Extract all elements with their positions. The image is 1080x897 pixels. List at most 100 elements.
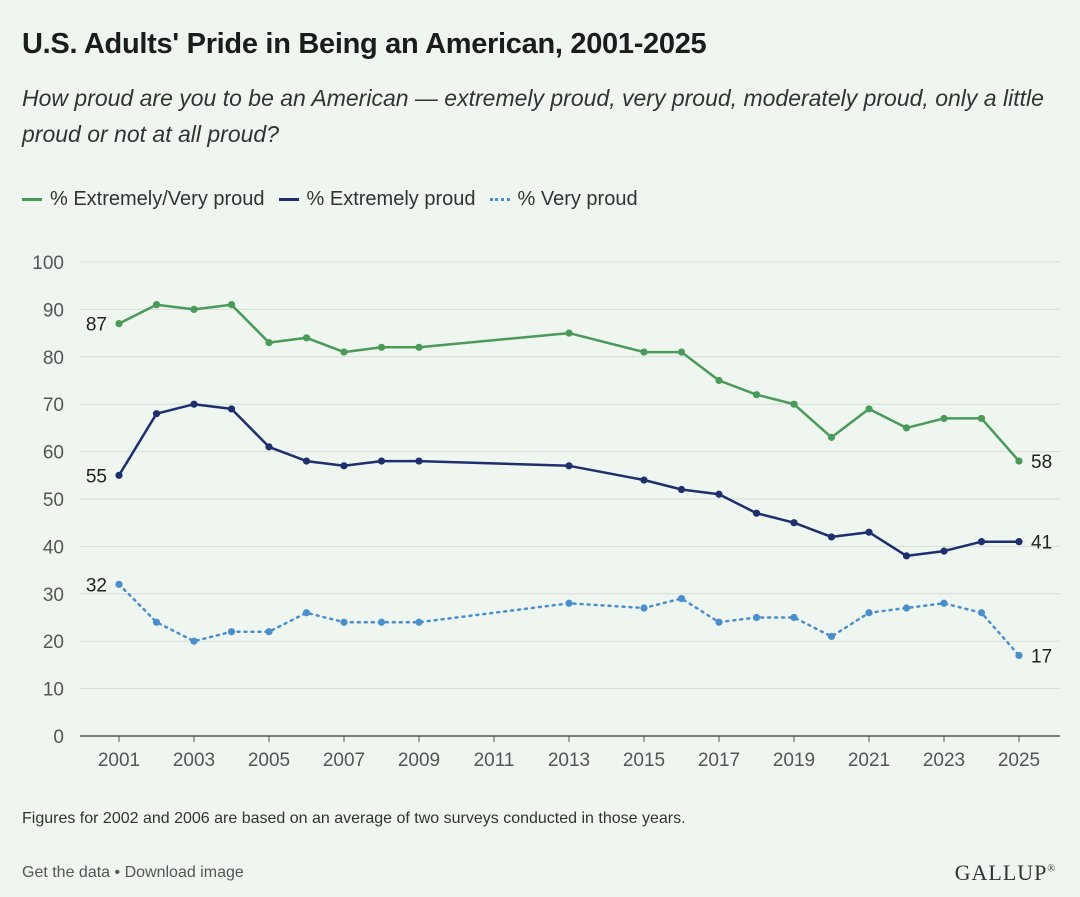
data-point-extremely-very-proud [902,424,911,432]
data-point-extremely-very-proud [640,348,648,356]
data-point-very-proud [152,618,161,626]
legend-label-very-proud: % Very proud [517,188,638,210]
data-point-very-proud [377,618,386,626]
data-point-extremely-proud [865,528,873,536]
chart-subtitle: How proud are you to be an American — ex… [22,85,1044,147]
start-label-extremely-very-proud: 87 [86,315,107,336]
x-tick-label: 2015 [623,750,665,771]
data-point-extremely-proud [902,552,911,560]
gallup-logo: GALLUP® [955,860,1056,886]
y-tick-label: 20 [43,632,64,653]
data-point-extremely-proud [940,547,948,555]
data-point-very-proud [302,609,311,617]
x-tick-label: 2009 [398,750,440,771]
x-tick-label: 2007 [323,750,365,771]
data-point-extremely-very-proud [827,433,836,441]
y-tick-label: 100 [32,253,64,274]
data-point-extremely-proud [152,410,161,418]
y-axis-ticks: 0 10 20 30 40 50 60 70 80 90 100 [32,253,64,748]
data-point-extremely-very-proud [1015,457,1023,465]
data-point-very-proud [190,637,198,645]
y-tick-label: 80 [43,348,64,369]
data-point-extremely-very-proud [152,301,161,309]
end-label-very-proud: 17 [1031,646,1052,667]
data-point-extremely-proud [377,457,386,465]
data-point-extremely-very-proud [377,343,386,351]
data-point-very-proud [677,594,686,603]
data-point-very-proud [715,618,723,626]
data-point-very-proud [790,613,798,622]
y-tick-label: 60 [43,443,64,464]
data-point-very-proud [227,628,236,636]
legend-item-very-proud: % Very proud [489,188,638,211]
data-point-extremely-proud [340,462,348,470]
x-tick-label: 2025 [998,750,1040,771]
chart-legend: % Extremely/Very proud % Extremely proud… [22,188,652,211]
series-line-extremely-very-proud [117,303,1021,463]
grid-lines [80,261,1060,737]
legend-swatch-extremely-proud [278,198,299,201]
y-tick-label: 0 [53,727,64,748]
legend-swatch-very-proud [489,198,510,201]
data-point-extremely-very-proud [227,301,236,309]
data-point-very-proud [1015,651,1023,660]
chart-series [115,301,1023,660]
y-tick-label: 70 [43,395,64,416]
x-tick-label: 2005 [248,750,290,771]
data-point-extremely-very-proud [752,391,761,399]
y-tick-label: 50 [43,490,64,511]
data-point-extremely-proud [640,476,648,484]
data-point-extremely-proud [715,490,723,498]
data-point-extremely-very-proud [265,338,273,347]
data-point-extremely-proud [302,457,311,465]
get-data-link[interactable]: Get the data [22,864,111,881]
data-point-extremely-very-proud [715,376,723,385]
data-point-extremely-proud [415,457,423,465]
data-point-extremely-very-proud [302,334,311,342]
end-label-extremely-very-proud: 58 [1031,452,1052,473]
data-point-very-proud [415,618,423,626]
footer-links: Get the data • Download image [22,864,244,882]
data-point-extremely-very-proud [977,414,986,423]
data-point-very-proud [340,618,348,626]
data-point-extremely-very-proud [790,400,798,408]
x-tick-label: 2023 [923,750,965,771]
data-point-very-proud [640,604,648,612]
x-tick-label: 2021 [848,750,890,771]
chart-title: U.S. Adults' Pride in Being an American,… [22,28,707,60]
data-point-extremely-very-proud [565,329,573,337]
data-point-extremely-proud [677,485,686,494]
data-point-extremely-proud [565,462,573,470]
data-point-extremely-very-proud [677,348,686,356]
data-point-extremely-proud [1015,538,1023,546]
start-label-very-proud: 32 [86,575,107,596]
x-tick-label: 2003 [173,750,215,771]
data-point-very-proud [115,580,123,588]
data-point-very-proud [752,613,761,622]
data-point-extremely-very-proud [115,320,123,328]
legend-label-extremely-proud: % Extremely proud [306,188,476,210]
x-tick-label: 2019 [773,750,815,771]
legend-swatch-extremely-very-proud [22,198,42,201]
legend-item-extremely-proud: % Extremely proud [278,188,476,211]
data-point-very-proud [902,604,911,612]
data-point-extremely-very-proud [415,343,423,351]
data-point-very-proud [940,599,948,607]
data-point-very-proud [827,632,836,641]
data-point-extremely-very-proud [340,348,348,356]
y-tick-label: 30 [43,585,64,606]
series-line-very-proud [117,583,1021,657]
download-image-link[interactable]: Download image [124,864,244,881]
x-tick-label: 2013 [548,750,590,771]
data-point-very-proud [865,609,873,617]
data-point-extremely-proud [752,509,761,517]
x-axis-ticks: 2001 2003 2005 2007 2009 2011 2013 2015 2017 2019… [98,736,1040,771]
data-point-extremely-proud [190,400,198,408]
x-tick-label: 2017 [698,750,740,771]
x-tick-label: 2001 [98,750,140,771]
footer-separator: • [114,864,121,881]
end-labels: 87 58 55 41 32 17 [86,315,1052,668]
x-tick-label: 2011 [474,750,515,771]
end-label-extremely-proud: 41 [1031,533,1052,554]
data-point-extremely-proud [827,533,836,541]
